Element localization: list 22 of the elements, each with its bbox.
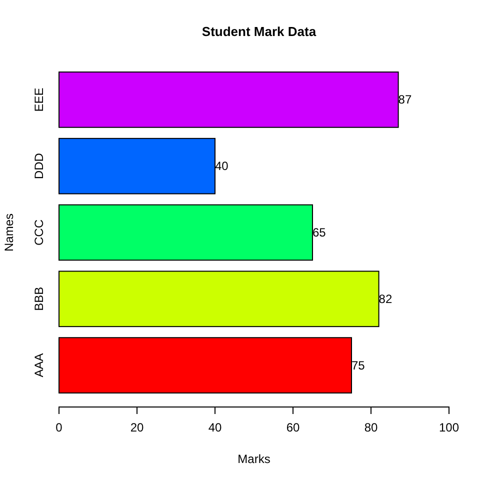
y-tick-label: CCC <box>32 219 46 246</box>
data-label: 40 <box>215 159 229 174</box>
bar <box>58 138 216 194</box>
y-axis-title: Names <box>2 213 16 252</box>
x-axis-title: Marks <box>238 452 270 466</box>
data-label: 65 <box>312 226 326 240</box>
y-tick-label: DDD <box>32 152 46 180</box>
x-tick-label: 20 <box>130 420 144 434</box>
bar <box>58 270 380 328</box>
bar <box>58 204 313 261</box>
y-tick-label: AAA <box>32 353 46 378</box>
bar <box>58 72 399 128</box>
x-tick-label: 40 <box>208 420 222 434</box>
y-tick-label: EEE <box>32 88 46 112</box>
x-tick-label: 60 <box>286 420 300 434</box>
x-tick-label: 80 <box>364 420 378 434</box>
y-tick-label: BBB <box>32 286 46 311</box>
x-tick-label: 0 <box>56 420 63 434</box>
chart-title: Student Mark Data <box>202 24 317 39</box>
x-tick-label: 100 <box>438 420 460 434</box>
data-label: 75 <box>352 358 366 372</box>
bar <box>58 337 352 394</box>
